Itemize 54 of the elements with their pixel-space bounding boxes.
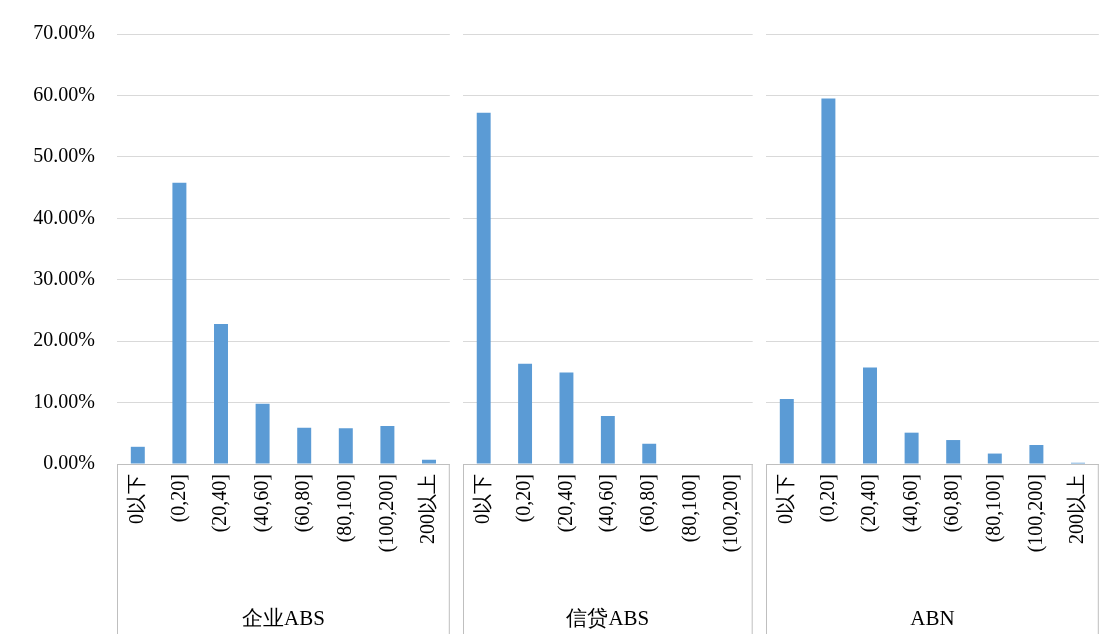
y-tick-label: 0.00%: [43, 451, 95, 474]
bar: [821, 98, 836, 464]
bar: [559, 372, 574, 464]
bar: [422, 459, 436, 464]
x-tick-label: (80,100]: [677, 474, 701, 543]
y-tick-label: 60.00%: [33, 82, 95, 105]
y-tick-label: 20.00%: [33, 328, 95, 351]
x-tick-label: (20,40]: [553, 474, 577, 533]
x-axis-title: 企业ABS: [241, 605, 325, 630]
bar: [600, 416, 615, 464]
x-tick-label: (60,80]: [291, 474, 315, 533]
bar: [904, 432, 919, 464]
y-tick-label: 70.00%: [33, 21, 95, 44]
x-tick-label: (40,60]: [249, 474, 273, 533]
y-tick-label: 10.00%: [33, 389, 95, 412]
x-tick-label: (0,20]: [166, 474, 190, 523]
bar: [380, 425, 395, 464]
x-tick-label: (100,200]: [1023, 474, 1047, 553]
y-tick-label: 40.00%: [33, 205, 95, 228]
x-axis-title: ABN: [910, 605, 955, 630]
bar: [518, 363, 533, 464]
x-tick-label: (40,60]: [898, 474, 922, 533]
x-tick-label: (0,20]: [815, 474, 839, 523]
x-tick-label: 200以上: [416, 474, 439, 544]
bar: [863, 367, 877, 464]
bar: [214, 323, 228, 464]
bar: [255, 403, 270, 464]
y-tick-label: 30.00%: [33, 266, 95, 289]
bar: [130, 446, 145, 464]
x-tick-label: (20,40]: [857, 474, 881, 533]
x-tick-label: (40,60]: [595, 474, 619, 533]
bar: [642, 443, 657, 464]
x-tick-label: (60,80]: [636, 474, 660, 533]
x-tick-label: (100,200]: [374, 474, 398, 553]
bar: [779, 398, 794, 464]
bar: [476, 112, 491, 464]
x-tick-label: (80,100]: [982, 474, 1006, 543]
bar: [987, 453, 1002, 464]
y-tick-label: 50.00%: [33, 144, 95, 167]
x-tick-label: 0以下: [125, 474, 148, 524]
x-tick-label: 0以下: [774, 474, 797, 524]
bar: [297, 427, 312, 464]
bar: [338, 428, 353, 464]
bar: [1029, 444, 1044, 464]
x-tick-label: (20,40]: [208, 474, 232, 533]
x-tick-label: 0以下: [470, 474, 493, 524]
x-tick-label: (100,200]: [719, 474, 743, 553]
x-axis-title: 信贷ABS: [566, 605, 650, 630]
bar: [946, 440, 961, 464]
x-tick-label: (0,20]: [512, 474, 536, 523]
bar: [172, 182, 187, 464]
x-tick-label: (60,80]: [940, 474, 964, 533]
x-tick-label: 200以上: [1065, 474, 1088, 544]
x-tick-label: (80,100]: [333, 474, 357, 543]
